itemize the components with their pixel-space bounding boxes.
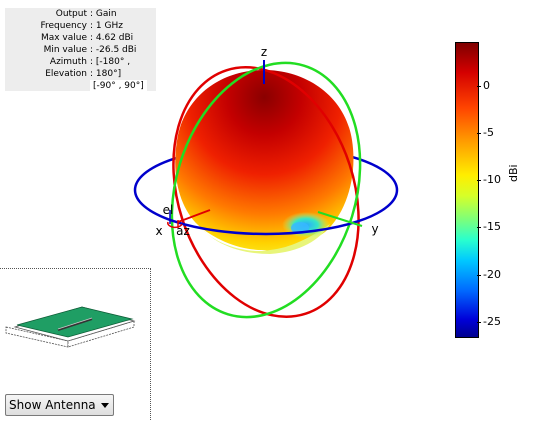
colorbar-tick-label: -25 <box>483 315 501 328</box>
colorbar-tick <box>477 180 481 181</box>
colorbar-tick-label: -5 <box>483 126 494 139</box>
gain-pattern-surface <box>175 70 354 254</box>
info-row-output: Output : Gain <box>5 8 156 20</box>
elevation-ring-green <box>170 61 362 319</box>
info-row-frequency: Frequency : 1 GHz <box>5 20 156 32</box>
colorbar-tick <box>477 227 481 228</box>
ground-plane-board <box>16 306 134 338</box>
info-row-azimuth: Azimuth : [-180° , <box>5 56 156 68</box>
colorbar-tick-label: -15 <box>483 220 501 233</box>
colorbar: 0 -5 -10 -15 -20 -25 dBi <box>455 42 535 342</box>
colorbar-tick <box>477 133 481 134</box>
info-value: : 4.62 dBi <box>90 33 134 43</box>
elevation-axis-label: el <box>163 203 174 217</box>
azimuth-ring-front <box>133 189 399 236</box>
colorbar-gradient <box>455 42 479 338</box>
info-value: : -26.5 dBi <box>90 45 137 55</box>
info-label: Azimuth <box>49 57 87 67</box>
info-row-min-value: Min value : -26.5 dBi <box>5 44 156 56</box>
info-label: Max value <box>40 33 87 43</box>
antenna-preview-panel <box>0 268 151 420</box>
chevron-down-icon[interactable] <box>101 403 109 408</box>
info-label: Min value <box>43 45 87 55</box>
z-axis-label: z <box>261 45 267 59</box>
dipole-element <box>57 317 93 332</box>
coordinate-axes <box>167 60 363 229</box>
colorbar-tick-label: 0 <box>483 79 490 92</box>
info-label: Output <box>55 9 87 19</box>
colorbar-unit-label: dBi <box>507 164 520 182</box>
info-label: Frequency <box>40 21 88 31</box>
info-range-extra: [-90° , 90°] <box>90 80 147 92</box>
colorbar-tick <box>477 275 481 276</box>
azimuth-axis-label: az <box>176 224 190 238</box>
info-value: : 180°] <box>90 69 122 79</box>
info-row-elevation: Elevation : 180°] <box>5 68 156 80</box>
info-row-max-value: Max value : 4.62 dBi <box>5 32 156 44</box>
x-axis-label: x <box>155 224 162 238</box>
dropdown-label: Show Antenna <box>9 398 96 412</box>
colorbar-tick <box>477 322 481 323</box>
y-axis-label: y <box>371 222 378 236</box>
elevation-ring-red <box>172 66 360 318</box>
info-panel: Output : Gain Frequency : 1 GHz Max valu… <box>5 8 156 92</box>
info-value: : 1 GHz <box>90 21 123 31</box>
info-value: : [-180° , <box>90 57 131 67</box>
colorbar-tick <box>477 86 481 87</box>
show-antenna-dropdown[interactable]: Show Antenna <box>5 394 114 416</box>
antenna-preview <box>5 306 136 348</box>
colorbar-tick-label: -20 <box>483 268 501 281</box>
info-value: : Gain <box>90 9 117 19</box>
info-label: Elevation <box>45 69 87 79</box>
colorbar-tick-label: -10 <box>483 173 501 186</box>
